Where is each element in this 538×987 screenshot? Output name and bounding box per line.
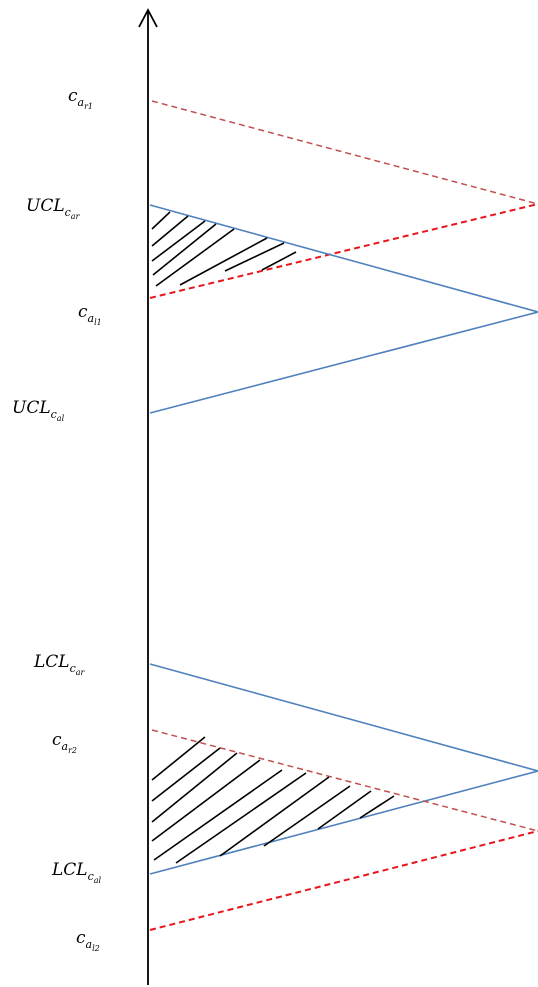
label-c-al1: cal1 — [78, 302, 102, 327]
upper-blue-line-top — [149, 204, 538, 313]
axis-arrow-head — [138, 8, 158, 28]
label-c-al2: cal2 — [76, 928, 100, 953]
upper-red-dashed-line-bottom — [149, 203, 538, 299]
upper-red-dashed-line-top — [151, 100, 538, 205]
label-ucl-car: UCLcar — [26, 196, 80, 221]
upper-hatch-region — [151, 211, 297, 287]
label-lcl-car: LCLcar — [34, 652, 85, 677]
lower-red-dashed-line-top — [151, 729, 538, 832]
lower-blue-line-top — [149, 663, 538, 772]
lower-red-dashed-line-bottom — [149, 830, 538, 931]
lower-hatch-region — [151, 736, 395, 864]
lower-blue-line-bottom — [149, 770, 538, 875]
label-c-ar2: car2 — [52, 730, 78, 755]
label-c-ar1: car1 — [68, 86, 94, 111]
label-ucl-cal: UCLcal — [12, 398, 65, 423]
label-lcl-cal: LCLcal — [52, 860, 102, 885]
upper-blue-line-bottom — [149, 311, 538, 414]
